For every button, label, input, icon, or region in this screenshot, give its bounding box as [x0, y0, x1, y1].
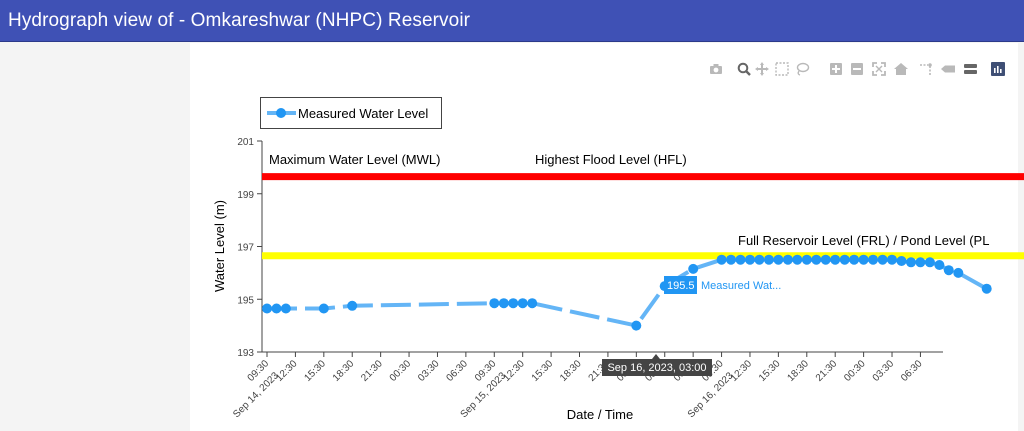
y-tick-label: 199: [237, 190, 254, 201]
camera-icon[interactable]: [708, 61, 724, 77]
x-tick-label: 18:30: [331, 358, 357, 384]
hfl-annotation: Highest Flood Level (HFL): [535, 152, 687, 167]
x-tick-label: 15:30: [302, 358, 328, 384]
data-point: [726, 254, 736, 265]
x-tick-label: 12:30: [729, 358, 755, 384]
lasso-select-icon[interactable]: [794, 61, 810, 77]
x-tick-label: 21:30: [814, 358, 840, 384]
legend[interactable]: Measured Water Level: [260, 97, 442, 129]
x-tick-label: 18:30: [558, 358, 584, 384]
data-point: [906, 257, 916, 268]
toggle-spike-lines-icon[interactable]: [918, 61, 934, 77]
mwl-annotation: Maximum Water Level (MWL): [269, 152, 440, 167]
data-point: [489, 298, 500, 309]
data-point: [943, 265, 954, 276]
data-point: [271, 303, 282, 314]
legend-label: Measured Water Level: [298, 106, 428, 121]
data-point: [631, 320, 642, 331]
y-axis: 193 195 197 199 201: [237, 137, 263, 359]
hover-compare-icon[interactable]: [962, 61, 978, 77]
x-tick-label: 12:30: [501, 358, 527, 384]
zoom-in-icon[interactable]: [828, 61, 844, 77]
data-point: [688, 263, 699, 274]
hover-x-pointer: [652, 354, 660, 359]
hover-value: 195.5: [667, 280, 695, 292]
data-point: [262, 303, 272, 314]
data-point: [792, 254, 803, 265]
page-header: Hydrograph view of - Omkareshwar (NHPC) …: [0, 0, 1024, 42]
x-tick-label: 00:30: [842, 358, 868, 384]
reference-lines: [262, 173, 1024, 260]
data-point: [782, 254, 793, 265]
data-point: [527, 298, 538, 309]
y-tick-label: 193: [237, 348, 254, 359]
reset-axes-icon[interactable]: [893, 61, 909, 77]
y-axis-title: Water Level (m): [212, 200, 227, 292]
zoom-out-icon[interactable]: [849, 61, 865, 77]
hover-x-label: Sep 16, 2023, 03:00: [607, 362, 706, 374]
data-point: [716, 254, 727, 265]
pan-icon[interactable]: [754, 61, 770, 77]
frl-annotation: Full Reservoir Level (FRL) / Pond Level …: [738, 233, 989, 248]
data-point: [915, 257, 926, 268]
series-measured-water-level[interactable]: [262, 254, 992, 331]
data-point: [347, 300, 358, 311]
data-point: [830, 254, 841, 265]
y-tick-label: 195: [237, 295, 254, 306]
x-tick-label: 06:30: [899, 358, 925, 384]
x-tick-label: 06:30: [445, 358, 471, 384]
autoscale-icon[interactable]: [871, 61, 887, 77]
x-tick-label: 03:30: [871, 358, 897, 384]
data-point: [924, 257, 935, 268]
hover-x-box: [602, 359, 712, 376]
data-point: [981, 283, 992, 294]
data-point: [868, 254, 879, 265]
data-point: [745, 254, 755, 265]
data-point: [498, 298, 509, 309]
x-tick-label: 18:30: [785, 358, 811, 384]
data-point: [735, 254, 746, 265]
page-title: Hydrograph view of - Omkareshwar (NHPC) …: [8, 10, 471, 31]
x-tick-label: 21:30: [359, 358, 385, 384]
data-point: [953, 267, 964, 278]
data-point: [801, 254, 812, 265]
data-point: [877, 254, 888, 265]
hover-label: 195.5 Measured Wat... Sep 16, 2023, 03:0…: [602, 276, 781, 376]
data-point: [517, 298, 528, 309]
data-point: [280, 303, 291, 314]
x-tick-label: 12:30: [274, 358, 300, 384]
hover-series-name: Measured Wat...: [701, 280, 781, 292]
zoom-icon[interactable]: [736, 61, 752, 77]
x-tick-label: 15:30: [530, 358, 556, 384]
data-point: [839, 254, 850, 265]
y-tick-label: 201: [237, 137, 254, 148]
x-tick-label: 00:30: [388, 358, 414, 384]
hover-closest-icon[interactable]: [940, 61, 956, 77]
data-point: [773, 254, 784, 265]
data-point: [318, 303, 329, 314]
data-point: [849, 254, 860, 265]
data-point: [887, 254, 897, 265]
data-point: [858, 254, 869, 265]
hover-value-box: [664, 276, 697, 294]
y-tick-label: 197: [237, 243, 254, 254]
data-point: [820, 254, 831, 265]
data-point: [934, 260, 945, 270]
data-point: [763, 254, 774, 265]
x-tick-label: 03:30: [416, 358, 442, 384]
box-select-icon[interactable]: [774, 61, 790, 77]
legend-marker: [276, 108, 286, 118]
data-point: [811, 254, 822, 265]
data-point: [896, 256, 907, 266]
data-point: [508, 298, 519, 309]
x-axis-title: Date / Time: [567, 407, 633, 422]
data-point: [754, 254, 765, 265]
plotly-logo-icon[interactable]: [990, 61, 1006, 77]
x-tick-label: 15:30: [757, 358, 783, 384]
series-line: [267, 257, 988, 328]
